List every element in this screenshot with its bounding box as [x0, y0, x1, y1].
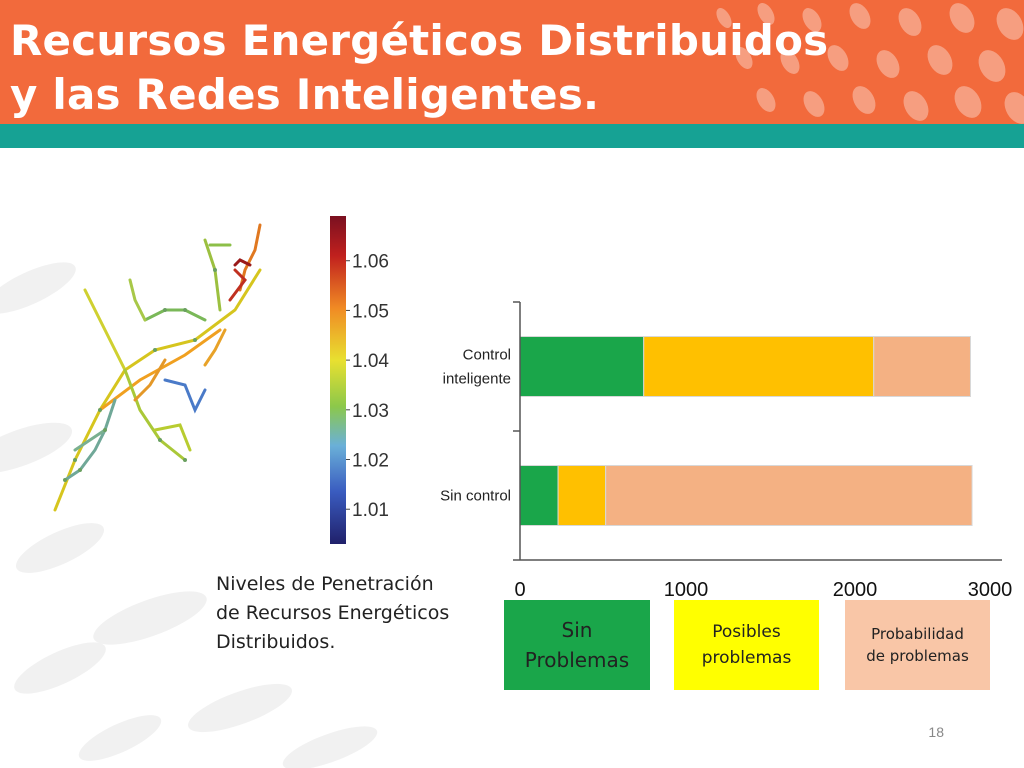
- x-tick-label: 0: [514, 579, 525, 601]
- caption-line-1: Niveles de Penetración: [216, 573, 434, 595]
- legend-posibles-line-2: problemas: [701, 648, 792, 668]
- bar-segment: [519, 336, 645, 397]
- slide-header: Recursos Energéticos Distribuidos y las …: [0, 0, 1024, 124]
- bar-segment: [643, 336, 875, 397]
- colorbar-tick-label: 1.05: [352, 301, 389, 322]
- legend-posibles-line-1: Posibles: [712, 622, 781, 642]
- category-label: Control: [463, 347, 511, 364]
- chart-bars: [519, 336, 973, 526]
- colorbar-tick-label: 1.01: [352, 500, 389, 521]
- bar-segment: [519, 465, 559, 526]
- legend-sin-problemas-line-1: Sin: [561, 618, 593, 642]
- category-labels: Control inteligente Sin control: [440, 347, 511, 505]
- legend-posibles-problemas: Posibles problemas: [674, 600, 819, 690]
- legend-probabilidad-line-2: de problemas: [866, 647, 969, 665]
- caption-line-3: Distribuidos.: [216, 631, 336, 653]
- colorbar-tick-label: 1.06: [352, 252, 389, 273]
- category-label: Sin control: [440, 488, 511, 505]
- category-label: inteligente: [443, 371, 511, 388]
- colorbar-ticks: 1.06 1.05 1.04 1.03 1.02 1.01: [346, 252, 389, 521]
- bar-segment: [873, 336, 971, 397]
- background-decoration: [0, 262, 378, 768]
- colorbar-tick-label: 1.03: [352, 401, 389, 422]
- x-tick-labels: 0 1000 2000 3000: [514, 579, 1012, 601]
- legend-sin-problemas: Sin Problemas: [504, 600, 650, 690]
- x-tick-label: 2000: [833, 579, 878, 601]
- y-axis-ticks: [513, 301, 520, 561]
- network-voltage-map: [53, 223, 262, 512]
- title-line-2: y las Redes Inteligentes.: [10, 70, 600, 119]
- legend-sin-problemas-line-2: Problemas: [524, 648, 630, 672]
- colorbar-tick-label: 1.02: [352, 451, 389, 472]
- page-number: 18: [928, 724, 944, 740]
- x-tick-label: 1000: [664, 579, 709, 601]
- slide-title: Recursos Energéticos Distribuidos y las …: [10, 14, 828, 122]
- bar-segment: [557, 465, 607, 526]
- teal-band: [0, 124, 1024, 148]
- chart-caption: Niveles de Penetración de Recursos Energ…: [216, 570, 486, 657]
- colorbar-gradient: [330, 216, 346, 544]
- header-dot-pattern: [716, 3, 1024, 124]
- legend-probabilidad-problemas: Probabilidad de problemas: [845, 600, 990, 690]
- voltage-colorbar: 1.06 1.05 1.04 1.03 1.02 1.01: [330, 216, 389, 544]
- bar-segment: [605, 465, 973, 526]
- caption-line-2: de Recursos Energéticos: [216, 602, 450, 624]
- title-line-1: Recursos Energéticos Distribuidos: [10, 16, 829, 65]
- colorbar-tick-label: 1.04: [352, 351, 389, 372]
- x-tick-label: 3000: [968, 579, 1013, 601]
- legend-probabilidad-line-1: Probabilidad: [871, 625, 964, 643]
